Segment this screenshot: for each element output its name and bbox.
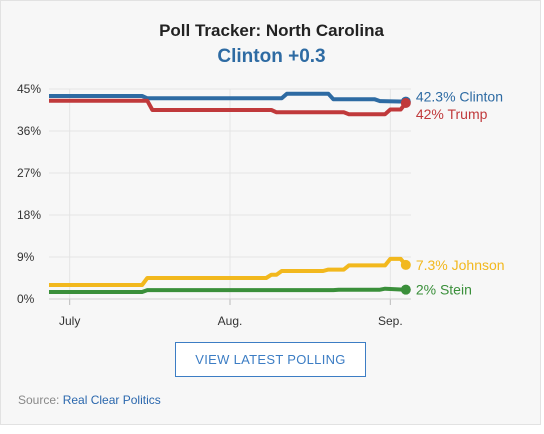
series-line-stein xyxy=(49,286,406,294)
y-tick-label: 36% xyxy=(17,124,41,138)
series-end-marker-stein xyxy=(400,284,411,295)
y-axis: 45% 36% 27% 18% 9% 0% xyxy=(17,82,41,306)
y-tick-label: 0% xyxy=(17,292,35,306)
series-label-johnson: 7.3% Johnson xyxy=(416,257,505,273)
series-label-trump: 42% Trump xyxy=(416,106,488,122)
series-label-clinton: 42.3% Clinton xyxy=(416,89,503,105)
series-end-marker-johnson xyxy=(400,259,411,270)
x-axis: July Aug. Sep. xyxy=(49,298,411,328)
line-chart: 45% 36% 27% 18% 9% 0% July Aug. Sep. 42.3% Clin… xyxy=(17,82,505,328)
series-label-stein: 2% Stein xyxy=(416,282,472,298)
series-line-trump xyxy=(49,98,408,117)
x-tick-label: July xyxy=(59,314,80,328)
series-line-clinton xyxy=(49,91,406,104)
poll-tracker-card: Poll Tracker: North Carolina Clinton +0.… xyxy=(0,0,541,425)
chart-title: Poll Tracker: North Carolina xyxy=(159,21,384,40)
source-link[interactable]: Real Clear Politics xyxy=(62,393,161,407)
series-end-marker-trump xyxy=(400,98,411,108)
y-tick-label: 27% xyxy=(17,166,41,180)
y-tick-label: 45% xyxy=(17,82,41,96)
view-latest-polling-button[interactable]: VIEW LATEST POLLING xyxy=(175,342,366,377)
chart-subtitle: Clinton +0.3 xyxy=(217,46,326,67)
chart-grid xyxy=(49,88,411,300)
y-tick-label: 9% xyxy=(17,250,35,264)
series-line-johnson xyxy=(49,256,408,287)
source-line: Source: Real Clear Politics xyxy=(18,393,161,407)
series-lines xyxy=(49,91,411,295)
x-tick-label: Aug. xyxy=(218,314,243,328)
y-tick-label: 18% xyxy=(17,208,41,222)
x-tick-label: Sep. xyxy=(378,314,403,328)
source-prefix: Source: xyxy=(18,393,60,407)
